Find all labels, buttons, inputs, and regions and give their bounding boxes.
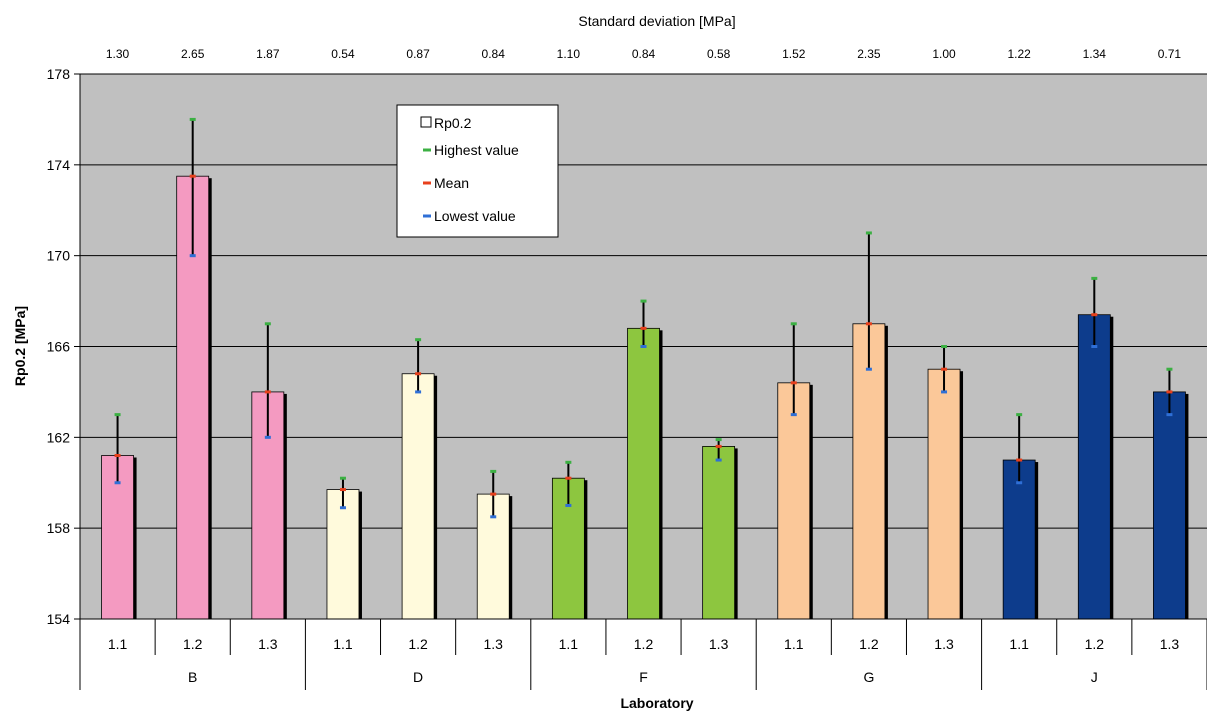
x-tick-label: 1.2 xyxy=(859,636,879,652)
bar-F-1.3 xyxy=(702,446,736,620)
legend-swatch-rp02 xyxy=(420,116,432,128)
x-tick-label: 1.1 xyxy=(108,636,128,652)
x-tick-label: 1.3 xyxy=(709,636,729,652)
legend: Rp0.2 Highest value Mean Lowest value xyxy=(396,104,559,238)
sd-label: 1.52 xyxy=(782,47,806,61)
bar-G-1.1 xyxy=(777,382,811,620)
x-tick-label: 1.3 xyxy=(483,636,503,652)
sd-label: 0.58 xyxy=(707,47,731,61)
sd-label: 1.30 xyxy=(106,47,130,61)
x-tick-label: 1.3 xyxy=(258,636,278,652)
bar-D-1.1 xyxy=(326,489,360,620)
bar-J-1.2 xyxy=(1077,314,1111,620)
y-tick-label: 174 xyxy=(47,157,71,173)
sd-label: 2.35 xyxy=(857,47,881,61)
sd-label: 1.87 xyxy=(256,47,280,61)
sd-labels: 1.30 2.65 1.87 0.54 0.87 0.84 1.10 0.84 0.58 1.52… xyxy=(106,47,1182,61)
legend-label-lowest: Lowest value xyxy=(434,208,516,224)
x-tick-label: 1.2 xyxy=(1085,636,1105,652)
x-tick-label: 1.2 xyxy=(183,636,203,652)
y-tick-label: 166 xyxy=(47,339,71,355)
bar-J-1.3 xyxy=(1153,391,1186,620)
group-label-D: D xyxy=(413,669,423,685)
bar-F-1.2 xyxy=(627,327,660,620)
x-tick-label: 1.1 xyxy=(559,636,579,652)
sd-label: 0.87 xyxy=(406,47,430,61)
group-label-G: G xyxy=(863,669,874,685)
x-axis: 1.1 1.2 1.3 B 1.1 1.2 1.3 D 1.1 1.2 1.3 F 1.1 1.2 1.3 G… xyxy=(79,618,1207,690)
sd-label: 0.84 xyxy=(482,47,506,61)
x-tick-label: 1.2 xyxy=(634,636,654,652)
y-tick-label: 162 xyxy=(47,429,71,445)
legend-label-rp02: Rp0.2 xyxy=(434,115,472,131)
x-tick-label: 1.1 xyxy=(784,636,804,652)
bar-D-1.2 xyxy=(401,373,435,620)
x-tick-label: 1.1 xyxy=(1009,636,1029,652)
sd-label: 1.10 xyxy=(557,47,581,61)
sd-label: 1.22 xyxy=(1007,47,1031,61)
x-axis-title: Laboratory xyxy=(620,695,693,711)
group-label-B: B xyxy=(188,669,197,685)
y-tick-labels: 154 158 162 166 170 174 178 xyxy=(47,66,71,627)
x-tick-label: 1.3 xyxy=(934,636,954,652)
x-tick-label: 1.3 xyxy=(1160,636,1180,652)
sd-label: 2.65 xyxy=(181,47,205,61)
group-label-F: F xyxy=(639,669,648,685)
sd-label: 0.54 xyxy=(331,47,355,61)
sd-label: 1.34 xyxy=(1083,47,1107,61)
top-axis-title: Standard deviation [MPa] xyxy=(578,13,735,29)
x-tick-label: 1.2 xyxy=(408,636,428,652)
legend-label-mean: Mean xyxy=(434,175,469,191)
x-tick-label: 1.1 xyxy=(333,636,353,652)
y-tick-label: 170 xyxy=(47,248,71,264)
sd-label: 1.00 xyxy=(932,47,956,61)
bar-G-1.3 xyxy=(927,368,961,620)
sd-label: 0.84 xyxy=(632,47,656,61)
sd-label: 0.71 xyxy=(1158,47,1182,61)
legend-label-highest: Highest value xyxy=(434,142,519,158)
y-tick-label: 154 xyxy=(47,611,71,627)
y-axis-title: Rp0.2 [MPa] xyxy=(12,306,28,386)
y-tick-label: 158 xyxy=(47,520,71,536)
y-tick-label: 178 xyxy=(47,66,71,82)
bar-B-1.1 xyxy=(101,455,134,620)
group-label-J: J xyxy=(1091,669,1098,685)
bars xyxy=(101,117,1189,620)
